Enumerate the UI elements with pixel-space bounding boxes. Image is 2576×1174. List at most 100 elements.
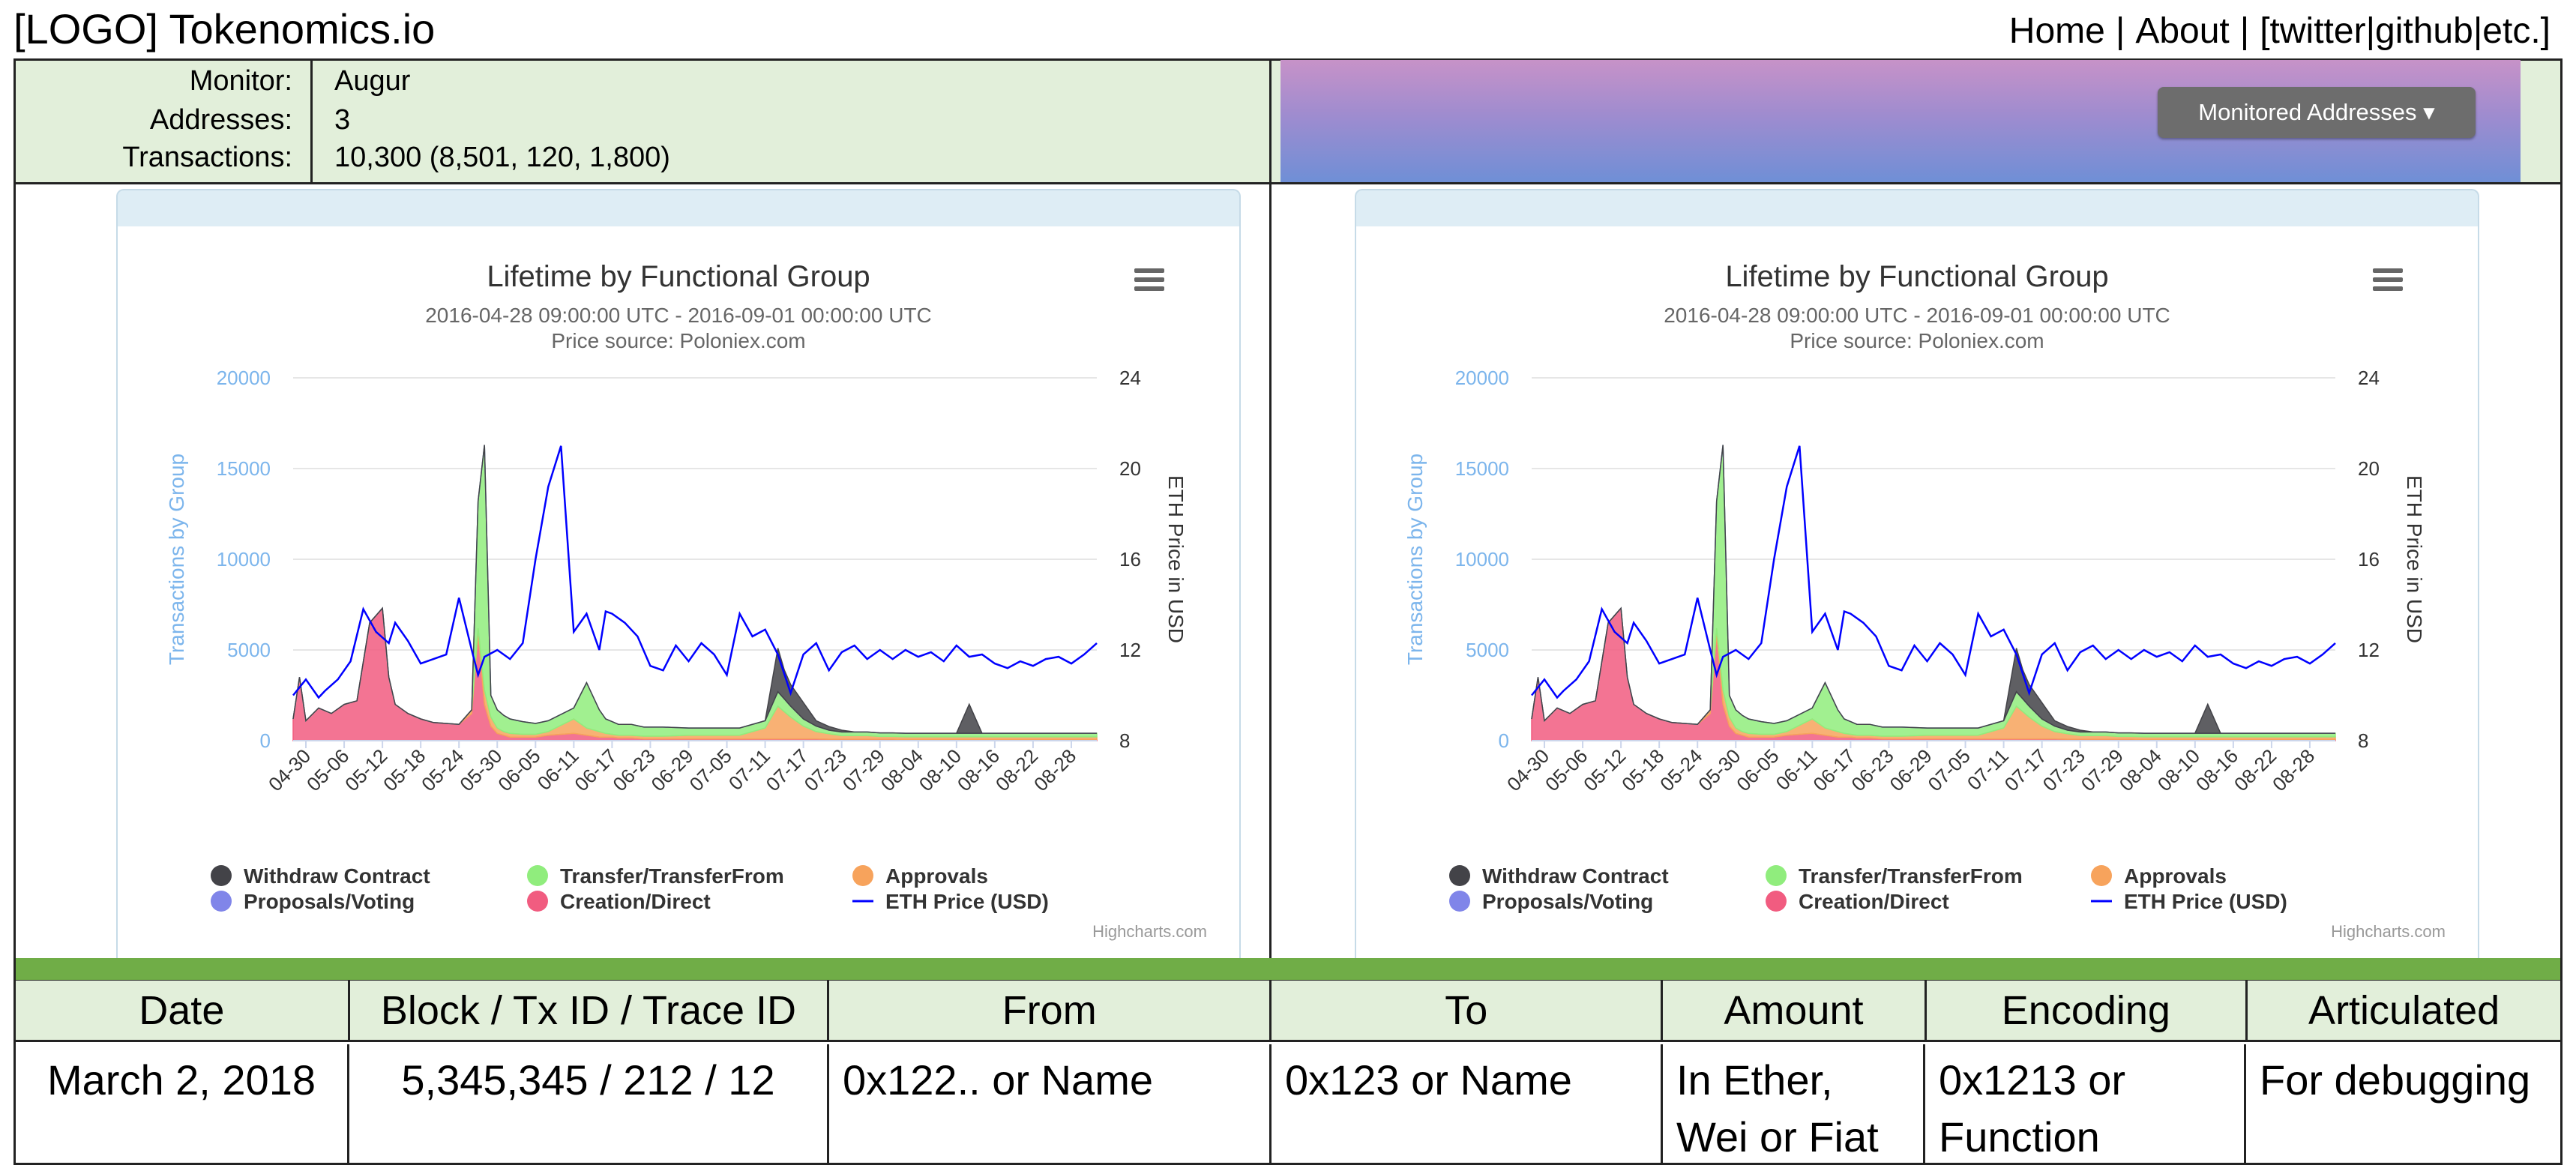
highcharts-credit[interactable]: Highcharts.com bbox=[1092, 922, 1207, 941]
legend-item[interactable]: Proposals/Voting bbox=[1449, 890, 1653, 913]
x-tick-label: 05-06 bbox=[302, 744, 353, 795]
cell-articulated: For debugging bbox=[2260, 1056, 2531, 1104]
menu-icon-bar bbox=[1134, 268, 1164, 273]
chart-title: Lifetime by Functional Group bbox=[487, 260, 870, 293]
x-tick-label: 08-28 bbox=[2268, 744, 2319, 795]
summary-divider bbox=[310, 58, 313, 184]
x-tick-label: 06-23 bbox=[608, 744, 659, 795]
legend-item[interactable]: Withdraw Contract bbox=[1449, 864, 1669, 888]
legend-label: Creation/Direct bbox=[1799, 890, 1949, 913]
table-separator-bar bbox=[13, 958, 2563, 982]
legend-item[interactable]: ETH Price (USD) bbox=[852, 890, 1049, 913]
legend-label: Creation/Direct bbox=[560, 890, 711, 913]
menu-icon-bar bbox=[1134, 286, 1164, 291]
legend-label: Proposals/Voting bbox=[244, 890, 415, 913]
y2-tick-label: 16 bbox=[1119, 548, 1141, 571]
menu-icon-bar bbox=[2373, 277, 2403, 282]
y2-tick-label: 8 bbox=[1119, 729, 1130, 752]
nav-home-link[interactable]: Home bbox=[2008, 11, 2105, 51]
column-header-block: Block / Tx ID / Trace ID bbox=[349, 981, 830, 1040]
x-tick-label: 05-30 bbox=[1694, 744, 1745, 795]
legend-label: Transfer/TransferFrom bbox=[560, 864, 784, 888]
x-tick-label: 08-10 bbox=[915, 744, 966, 795]
y-tick-label: 20000 bbox=[1455, 367, 1509, 389]
x-tick-label: 07-29 bbox=[2077, 744, 2128, 795]
legend-dot-marker bbox=[1449, 865, 1470, 886]
y2-tick-label: 20 bbox=[2358, 457, 2380, 480]
x-tick-label: 07-05 bbox=[685, 744, 736, 795]
chart-panel-header bbox=[116, 189, 1241, 226]
x-tick-label: 07-11 bbox=[724, 744, 774, 795]
x-tick-label: 08-04 bbox=[2115, 744, 2166, 795]
column-header-amount: Amount bbox=[1663, 981, 1927, 1040]
cell-from: 0x122.. or Name bbox=[829, 1044, 1272, 1163]
x-tick-label: 07-17 bbox=[2000, 744, 2051, 795]
series-area-withdraw-contract bbox=[292, 445, 1097, 734]
legend-item[interactable]: Withdraw Contract bbox=[211, 864, 430, 888]
legend-dot-marker bbox=[2091, 865, 2112, 886]
y-tick-label: 15000 bbox=[217, 457, 271, 480]
highcharts-credit[interactable]: Highcharts.com bbox=[2331, 922, 2446, 941]
legend-item[interactable]: Transfer/TransferFrom bbox=[527, 864, 784, 888]
cell-to: 0x123 or Name bbox=[1272, 1044, 1663, 1163]
hamburger-menu-icon[interactable] bbox=[2373, 268, 2403, 291]
legend-item[interactable]: Proposals/Voting bbox=[211, 890, 415, 913]
y-axis-title: Transactions by Group bbox=[165, 454, 188, 665]
x-tick-label: 05-30 bbox=[455, 744, 506, 795]
top-nav: Home | About | [twitter|github|etc.] bbox=[2009, 7, 2551, 55]
x-tick-label: 05-12 bbox=[340, 744, 391, 795]
chart-panel bbox=[116, 225, 1241, 958]
column-header-to: To bbox=[1272, 981, 1664, 1040]
x-tick-label: 05-12 bbox=[1579, 744, 1630, 795]
legend-label: ETH Price (USD) bbox=[885, 890, 1049, 913]
cell-date: March 2, 2018 bbox=[16, 1044, 349, 1163]
eth-price-line bbox=[1531, 445, 2336, 699]
chart-panel-header bbox=[1355, 189, 2479, 226]
series-area-proposals-voting bbox=[292, 445, 1097, 734]
legend-item[interactable]: Creation/Direct bbox=[527, 890, 711, 913]
nav-separator: | bbox=[2115, 11, 2125, 51]
transactions-table: Date Block / Tx ID / Trace ID From To Am… bbox=[13, 981, 2563, 1165]
legend-item[interactable]: ETH Price (USD) bbox=[2091, 890, 2287, 913]
monitored-addresses-dropdown[interactable]: Monitored Addresses ▾ bbox=[2158, 87, 2476, 138]
menu-icon-bar bbox=[2373, 268, 2403, 273]
y-tick-label: 10000 bbox=[1455, 548, 1509, 571]
x-tick-label: 08-22 bbox=[991, 744, 1042, 795]
charts-divider bbox=[1269, 182, 1272, 960]
x-tick-label: 08-22 bbox=[2230, 744, 2281, 795]
legend-dot-marker bbox=[211, 891, 232, 912]
nav-about-link[interactable]: About bbox=[2135, 11, 2230, 51]
x-tick-label: 07-05 bbox=[1924, 744, 1975, 795]
y-tick-label: 0 bbox=[1499, 729, 1509, 752]
column-header-from: From bbox=[829, 981, 1272, 1040]
x-tick-label: 05-24 bbox=[417, 744, 468, 795]
y-tick-label: 0 bbox=[260, 729, 271, 752]
x-tick-label: 06-17 bbox=[570, 744, 621, 795]
legend-item[interactable]: Approvals bbox=[852, 864, 988, 888]
cell-block: 5,345,345 / 212 / 12 bbox=[349, 1044, 829, 1163]
chart-1: Lifetime by Functional Group 2016-04-28 0… bbox=[165, 260, 1207, 941]
x-tick-label: 05-18 bbox=[379, 744, 430, 795]
table-row[interactable]: March 2, 2018 5,345,345 / 212 / 12 0x122… bbox=[16, 1044, 2560, 1163]
legend-item[interactable]: Transfer/TransferFrom bbox=[1766, 864, 2023, 888]
x-tick-label: 07-17 bbox=[762, 744, 813, 795]
monitor-label: Monitor: bbox=[189, 65, 292, 97]
legend-dot-marker bbox=[1449, 891, 1470, 912]
y2-tick-label: 24 bbox=[1119, 367, 1141, 389]
x-tick-label: 06-05 bbox=[493, 744, 544, 795]
x-tick-label: 08-04 bbox=[876, 744, 927, 795]
y-tick-label: 20000 bbox=[217, 367, 271, 389]
cell-encoding: 0x1213 or Function bbox=[1925, 1044, 2246, 1163]
y2-tick-label: 24 bbox=[2358, 367, 2380, 389]
column-header-encoding: Encoding bbox=[1926, 981, 2248, 1040]
x-tick-label: 08-16 bbox=[2191, 744, 2242, 795]
legend-item[interactable]: Approvals bbox=[2091, 864, 2227, 888]
hamburger-menu-icon[interactable] bbox=[1134, 268, 1164, 291]
x-tick-label: 04-30 bbox=[1502, 744, 1553, 795]
y2-tick-label: 12 bbox=[2358, 639, 2380, 661]
caret-down-icon: ▾ bbox=[2423, 99, 2435, 125]
x-tick-label: 07-23 bbox=[800, 744, 851, 795]
nav-social-links[interactable]: [twitter|github|etc.] bbox=[2260, 11, 2551, 51]
legend-item[interactable]: Creation/Direct bbox=[1766, 890, 1949, 913]
legend-dot-marker bbox=[852, 865, 873, 886]
